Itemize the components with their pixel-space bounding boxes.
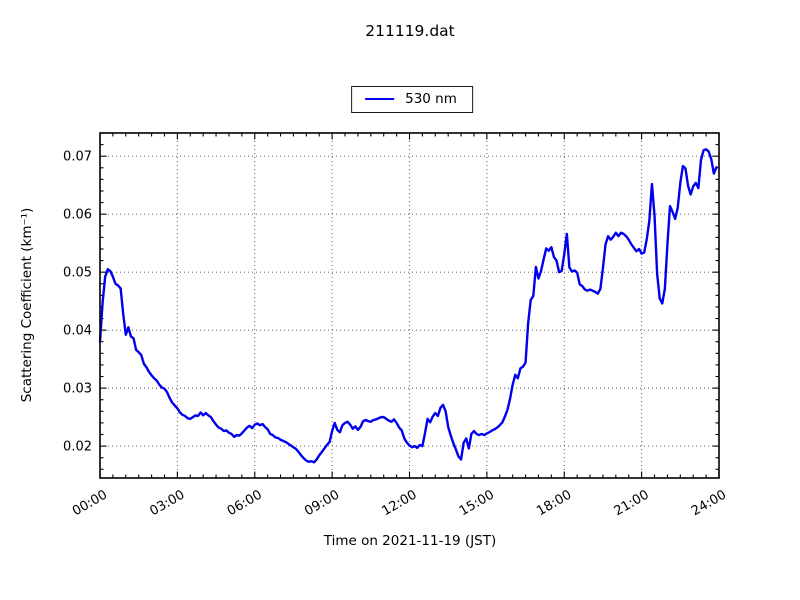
y-tick-labels: 0.02 0.03 0.04 0.05 0.06 0.07 [63, 150, 92, 455]
y-axis-label: Scattering Coefficient (km⁻¹) [19, 207, 35, 403]
legend-line-sample [365, 98, 395, 100]
y-tick-label: 0.04 [63, 324, 92, 339]
x-tick-label: 06:00 [225, 487, 265, 519]
y-tick-label: 0.07 [63, 150, 92, 165]
x-tick-label: 00:00 [70, 487, 110, 519]
x-tick-label: 03:00 [147, 487, 187, 519]
y-tick-label: 0.05 [63, 266, 92, 281]
x-axis-label: Time on 2021-11-19 (JST) [323, 533, 497, 549]
legend: 530 nm [351, 86, 473, 113]
y-tick-label: 0.02 [63, 440, 92, 455]
x-tick-label: 24:00 [689, 487, 729, 519]
legend-label: 530 nm [405, 91, 457, 107]
x-tick-label: 15:00 [457, 487, 497, 519]
x-tick-label: 09:00 [302, 487, 342, 519]
axes-frame [99, 132, 720, 479]
series-line-530nm [98, 148, 718, 464]
grid-lines [100, 133, 719, 478]
chart-title: 211119.dat [365, 22, 455, 40]
y-tick-label: 0.03 [63, 382, 92, 397]
x-tick-label: 12:00 [380, 487, 420, 519]
x-tick-label: 18:00 [534, 487, 574, 519]
data-series [98, 148, 718, 464]
y-tick-label: 0.06 [63, 208, 92, 223]
x-tick-label: 21:00 [612, 487, 652, 519]
x-tick-labels: 00:00 03:00 06:00 09:00 12:00 15:00 18:00 21:00… [70, 487, 729, 519]
